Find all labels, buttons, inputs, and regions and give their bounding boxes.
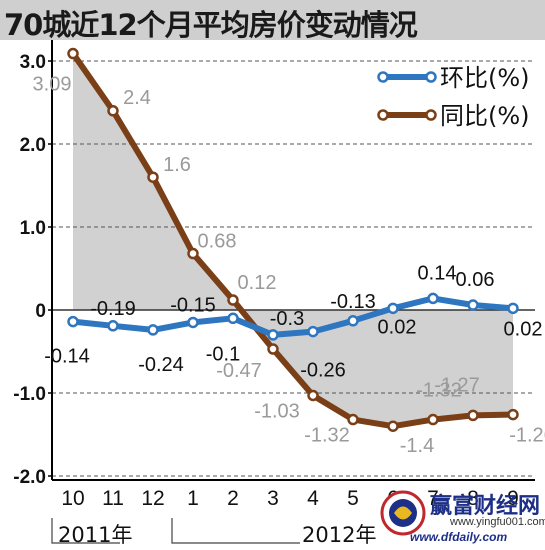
mom-data-label: -0.1 <box>206 343 240 365</box>
mom-point <box>227 312 239 325</box>
x-tick-label: 5 <box>347 487 359 510</box>
yoy-data-label: 2.4 <box>123 87 151 109</box>
year-bracket-2012 <box>171 518 300 544</box>
y-tick-label: 1.0 <box>20 218 46 239</box>
yoy-point <box>507 408 519 421</box>
watermark-brand: 赢富财经网 <box>430 494 541 519</box>
legend-mom-label: 环比(%) <box>440 64 530 92</box>
legend-yoy-marker <box>377 109 389 121</box>
y-tick-label: 3.0 <box>20 52 46 73</box>
yoy-data-label: -1.32 <box>304 425 350 447</box>
mom-point <box>427 292 439 305</box>
yoy-data-label: -1.32 <box>416 380 462 402</box>
mom-data-label: 0.02 <box>504 318 543 340</box>
title-bar: 70城近12个月平均房价变动情况 <box>0 0 545 42</box>
mom-point <box>107 320 119 332</box>
yoy-data-label: -1.03 <box>254 400 300 422</box>
mom-line <box>72 295 514 338</box>
legend-mom-marker <box>377 71 389 83</box>
yoy-data-label: -1.27 <box>434 374 480 396</box>
watermark-url-2: www.dfdaily.com <box>410 530 508 544</box>
yoy-data-label: 0.12 <box>238 272 277 294</box>
yoy-point <box>307 389 319 402</box>
yoy-line <box>70 51 514 430</box>
mom-point <box>147 324 159 336</box>
mom-data-label: -0.14 <box>44 346 90 368</box>
y-tick-label: -2.0 <box>13 467 46 488</box>
x-tick-label: 2 <box>227 487 239 510</box>
chart-title: 70城近12个月平均房价变动情况 <box>4 8 418 42</box>
x-tick-label: 8 <box>467 487 479 510</box>
yoy-point <box>67 47 79 60</box>
mom-data-label: -0.19 <box>90 298 136 320</box>
x-tick-label: 12 <box>141 487 164 510</box>
mom-point <box>307 325 319 338</box>
x-tick-label: 9 <box>507 487 519 510</box>
mom-point <box>507 302 519 315</box>
x-tick-label: 7 <box>427 487 439 510</box>
mom-point <box>267 329 279 341</box>
yoy-data-label: -1.26 <box>509 425 545 447</box>
yoy-point <box>267 343 279 355</box>
yoy-point <box>227 294 239 306</box>
legend-yoy-marker <box>425 109 437 121</box>
mom-data-label: 0.06 <box>456 269 495 291</box>
yoy-point <box>147 171 159 183</box>
yoy-data-label: -0.47 <box>216 360 262 382</box>
legend-yoy-label: 同比(%) <box>440 102 530 130</box>
yoy-point <box>187 247 199 260</box>
mom-data-label: -0.13 <box>330 291 376 313</box>
mom-point <box>67 315 79 328</box>
watermark: 赢富财经网 www.yingfu001.com www.dfdaily.com <box>380 488 545 546</box>
x-tick-label: 1 <box>187 487 199 510</box>
yoy-data-label: -1.4 <box>400 435 434 457</box>
year-bracket-2011 <box>51 518 120 544</box>
mom-data-label: 0.14 <box>418 262 457 284</box>
yoy-point <box>467 409 479 422</box>
mom-data-label: -0.26 <box>300 360 346 382</box>
mom-point <box>187 316 199 329</box>
yoy-point <box>427 413 439 426</box>
yoy-point <box>387 420 399 432</box>
mom-data-label: 0.02 <box>378 316 417 338</box>
watermark-url-1: www.yingfu001.com <box>450 516 545 528</box>
yoy-point <box>107 105 119 117</box>
mom-point <box>467 299 479 311</box>
mom-data-label: -0.15 <box>170 294 216 316</box>
x-tick-label: 3 <box>267 487 279 510</box>
yoy-data-label: 1.6 <box>163 154 191 176</box>
yoy-data-label: 0.68 <box>198 231 237 253</box>
mom-point <box>347 315 359 327</box>
y-tick-label: 0 <box>35 301 46 322</box>
yoy-area <box>73 53 513 427</box>
legend-mom-marker <box>425 71 437 83</box>
y-tick-label: -1.0 <box>13 384 46 405</box>
x-tick-label: 4 <box>307 487 319 510</box>
watermark-logo-icon <box>380 490 426 536</box>
mom-data-label: -0.3 <box>270 308 304 330</box>
mom-data-label: -0.24 <box>138 354 184 376</box>
x-tick-label: 11 <box>102 487 124 510</box>
mom-point <box>387 302 399 315</box>
year-label-2012: 2012年 <box>302 523 376 547</box>
x-tick-label: 10 <box>61 487 84 510</box>
y-tick-label: 2.0 <box>20 135 46 156</box>
yoy-data-label: 3.09 <box>33 74 72 96</box>
yoy-point <box>347 413 359 426</box>
year-label-2011: 2011年 <box>58 523 132 547</box>
